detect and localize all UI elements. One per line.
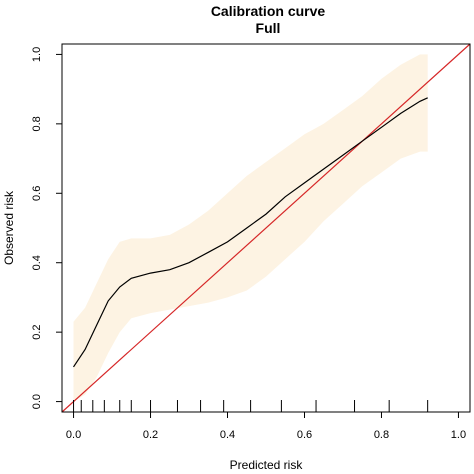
y-tick-label: 0.4 bbox=[31, 255, 43, 270]
x-tick-label: 0.2 bbox=[143, 429, 158, 441]
y-tick-label: 1.0 bbox=[31, 47, 43, 62]
plot-area bbox=[61, 43, 471, 413]
y-axis-label: Observed risk bbox=[2, 190, 16, 265]
x-axis-label: Predicted risk bbox=[230, 458, 304, 472]
y-axis: 0.0 0.2 0.4 0.6 0.8 1.0 bbox=[31, 47, 62, 409]
y-tick-label: 0.2 bbox=[31, 325, 43, 340]
calibration-curve-line bbox=[73, 97, 428, 368]
rug-marks bbox=[73, 400, 429, 412]
y-tick-label: 0.8 bbox=[31, 116, 43, 131]
x-tick-label: 1.0 bbox=[451, 429, 466, 441]
y-tick-label: 0.0 bbox=[31, 394, 43, 409]
x-tick-label: 0.0 bbox=[66, 429, 81, 441]
chart-title: Calibration curve bbox=[211, 3, 326, 19]
plot-frame bbox=[61, 43, 471, 413]
reference-line bbox=[61, 43, 471, 413]
x-tick-label: 0.8 bbox=[374, 429, 389, 441]
x-tick-label: 0.6 bbox=[297, 429, 312, 441]
x-axis: 0.0 0.2 0.4 0.6 0.8 1.0 bbox=[66, 412, 466, 441]
x-tick-label: 0.4 bbox=[220, 429, 235, 441]
y-tick-label: 0.6 bbox=[31, 186, 43, 201]
confidence-band bbox=[73, 54, 428, 402]
chart-subtitle: Full bbox=[256, 20, 281, 36]
